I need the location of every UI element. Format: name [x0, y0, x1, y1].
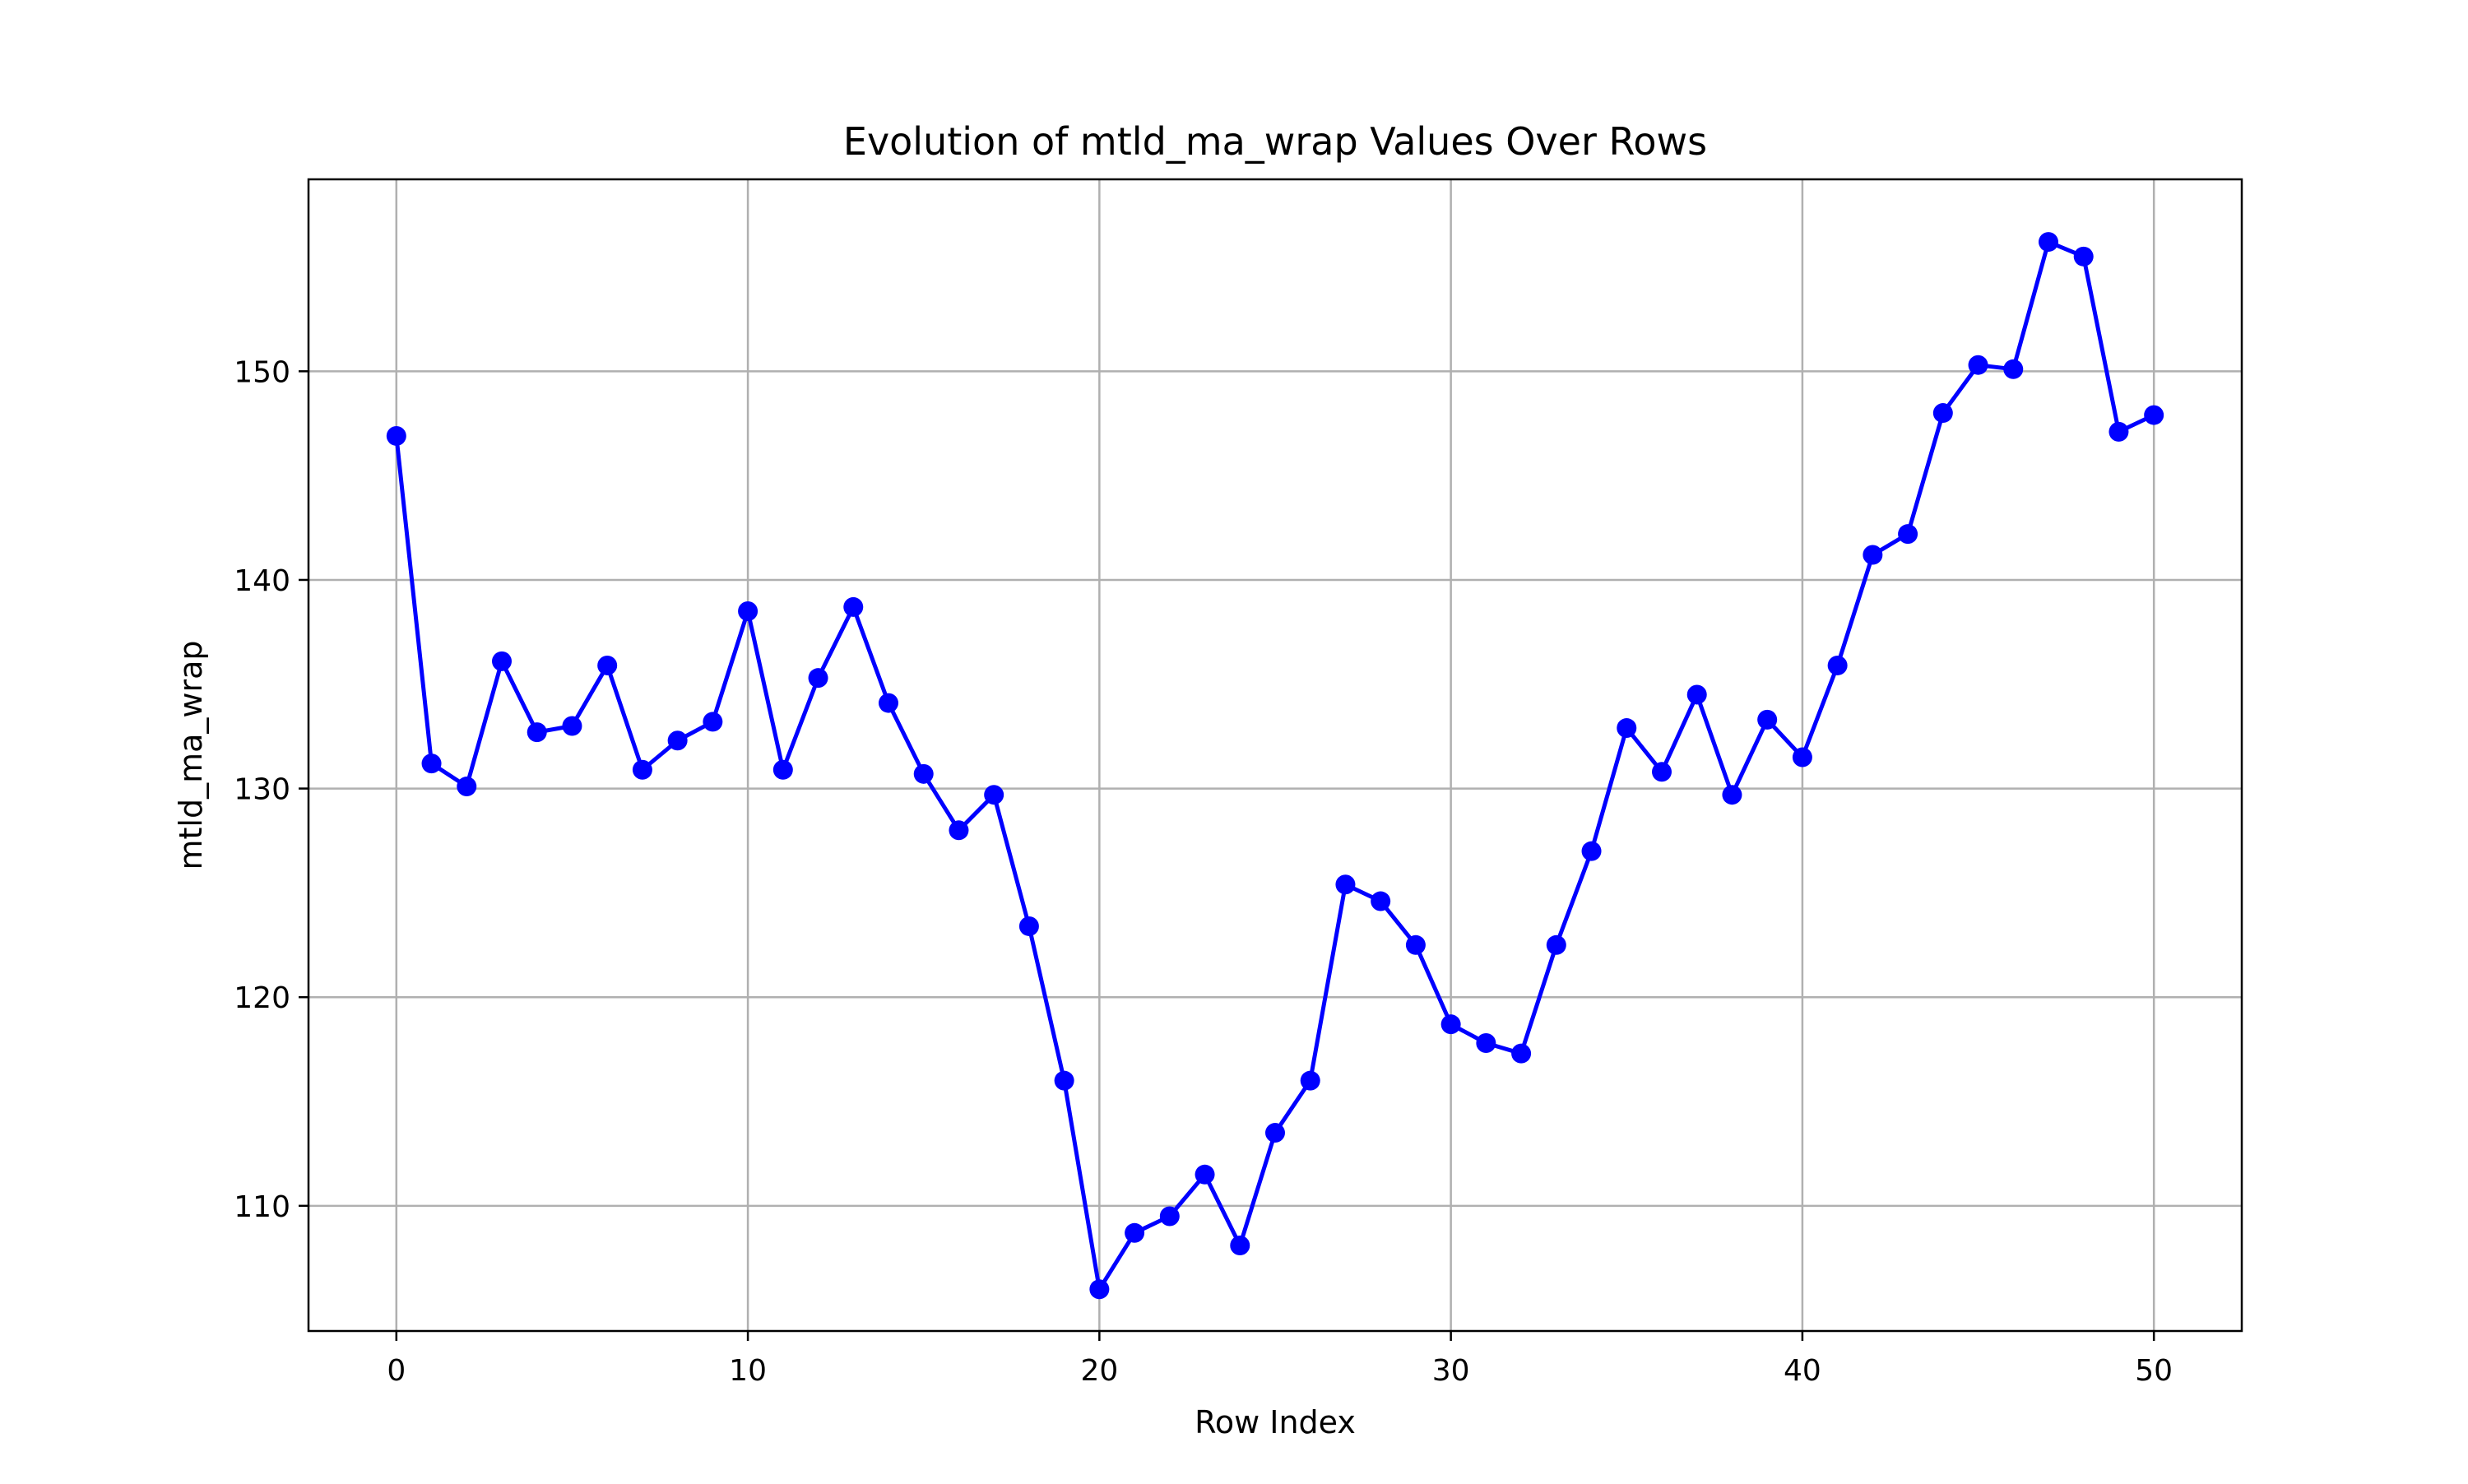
data-point	[1652, 762, 1672, 782]
data-point	[2003, 359, 2024, 379]
data-point	[2108, 421, 2129, 442]
data-point	[1440, 1014, 1461, 1035]
data-point	[913, 763, 934, 784]
data-point	[457, 777, 477, 797]
data-point	[1898, 524, 1918, 545]
data-point	[1335, 874, 1356, 895]
y-tick-label: 140	[234, 564, 290, 598]
x-tick-label: 40	[1784, 1354, 1821, 1388]
data-point	[1546, 934, 1566, 955]
data-point	[1054, 1070, 1074, 1091]
data-point	[1230, 1236, 1250, 1256]
data-series	[386, 232, 2164, 1300]
data-point	[2144, 405, 2164, 425]
data-point	[1722, 785, 1742, 805]
data-point	[1511, 1043, 1532, 1064]
x-tick-label: 50	[2135, 1354, 2173, 1388]
data-point	[1827, 655, 1848, 675]
data-point	[1265, 1123, 1285, 1143]
data-point	[738, 601, 758, 621]
data-point	[1968, 355, 1988, 375]
data-point	[1863, 545, 1883, 565]
data-point	[597, 655, 618, 675]
chart-title: Evolution of mtld_ma_wrap Values Over Ro…	[843, 119, 1707, 164]
data-point	[1195, 1164, 1215, 1185]
data-point	[2073, 246, 2094, 267]
plot-frame	[307, 178, 2243, 1333]
y-tick-label: 130	[234, 773, 290, 807]
x-tick-label: 20	[1080, 1354, 1118, 1388]
x-axis-label: Row Index	[1195, 1404, 1356, 1440]
data-point	[984, 785, 1004, 805]
y-axis-label: mtld_ma_wrap	[173, 640, 209, 870]
data-point	[386, 425, 406, 446]
data-point	[1617, 718, 1637, 739]
data-point	[1125, 1222, 1145, 1243]
x-tick-label: 30	[1432, 1354, 1470, 1388]
x-tick-label: 10	[729, 1354, 767, 1388]
y-tick-label: 110	[234, 1190, 290, 1224]
data-point	[1757, 709, 1778, 730]
y-tick-label: 120	[234, 981, 290, 1015]
data-point	[1686, 684, 1707, 705]
data-point	[1405, 934, 1426, 955]
data-point	[1159, 1206, 1180, 1227]
data-point	[421, 754, 442, 774]
data-point	[1792, 747, 1812, 768]
axis-ticks: 0 10 20 30 40 50 110 120 130 140 150	[234, 355, 2173, 1388]
data-point	[949, 820, 969, 841]
data-point	[562, 716, 582, 736]
data-point	[843, 596, 864, 617]
data-point	[2039, 232, 2058, 253]
data-point	[632, 759, 652, 780]
data-point	[1371, 891, 1391, 911]
data-point	[1932, 403, 1953, 424]
data-point	[808, 668, 828, 689]
data-point	[492, 651, 512, 671]
data-point	[1300, 1070, 1320, 1091]
data-point	[879, 693, 898, 713]
y-tick-label: 150	[234, 355, 290, 389]
data-point	[1476, 1033, 1496, 1053]
data-point	[1018, 916, 1039, 936]
data-point	[1581, 841, 1602, 861]
data-point	[667, 730, 688, 751]
data-point	[772, 759, 793, 780]
data-point	[527, 722, 547, 743]
x-tick-label: 0	[387, 1354, 406, 1388]
data-point	[1089, 1279, 1110, 1300]
data-point	[703, 712, 723, 732]
